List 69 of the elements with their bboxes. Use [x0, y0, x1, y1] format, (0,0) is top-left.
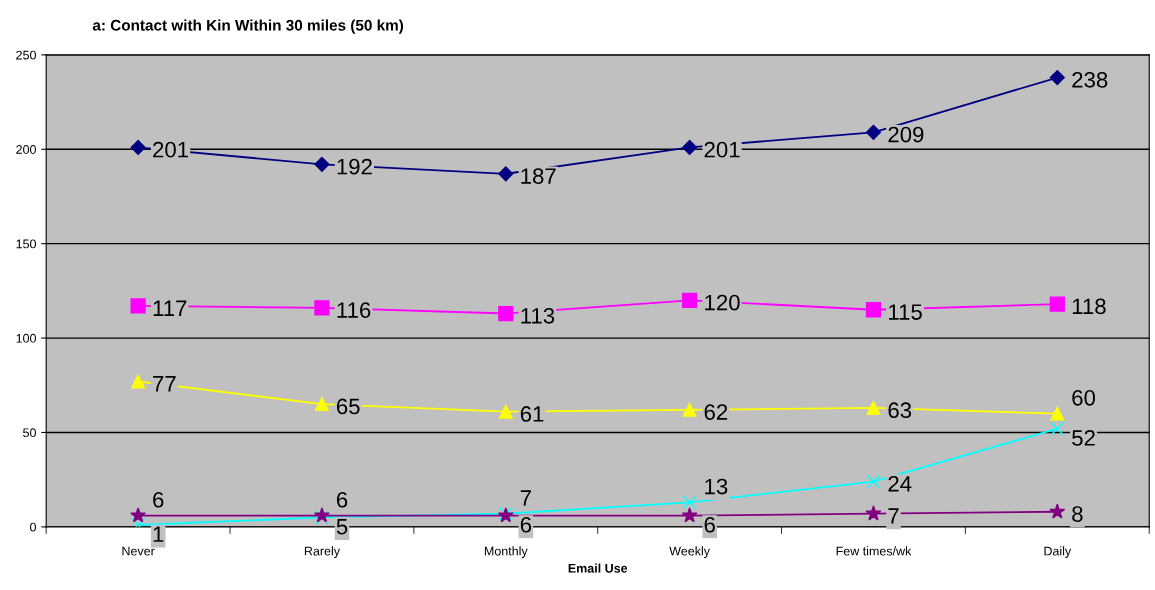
point: [314, 300, 330, 316]
point: [865, 302, 882, 318]
point: [682, 402, 697, 417]
point: [682, 495, 697, 510]
data-label: 201: [153, 141, 188, 158]
y-tick-label: 50: [23, 428, 36, 438]
data-label: 60: [1072, 389, 1096, 406]
data-label: 65: [336, 398, 360, 415]
point: [681, 292, 698, 308]
point: [1050, 406, 1065, 421]
data-label: 61: [520, 406, 544, 422]
point: [865, 505, 882, 521]
data-label: 7: [520, 490, 531, 506]
point: [866, 400, 881, 415]
data-label: 6: [153, 491, 164, 508]
point: [130, 139, 146, 155]
data-label: 6: [520, 516, 532, 533]
data-label: 8: [1072, 506, 1083, 522]
data-label: 52: [1072, 430, 1095, 446]
data-label: 6: [704, 516, 715, 533]
data-label: 201: [704, 141, 740, 158]
data-label: 192: [337, 158, 372, 175]
point: [1050, 421, 1065, 436]
point: [130, 298, 146, 314]
point: [1049, 69, 1065, 86]
point: [314, 156, 330, 172]
data-label: 209: [888, 126, 924, 143]
data-label: 116: [337, 302, 371, 318]
point: [498, 404, 513, 419]
x-tick-label: Few times/wk: [836, 546, 912, 556]
y-tick-label: 0: [30, 522, 36, 532]
data-label: 187: [521, 168, 556, 184]
data-label: 113: [521, 307, 555, 324]
y-tick-label: 250: [16, 50, 36, 60]
x-tick-label: Monthly: [484, 546, 528, 558]
point: [866, 474, 881, 489]
y-tick-label: 200: [16, 145, 36, 154]
data-label: 1: [153, 526, 164, 542]
y-tick-label: 150: [16, 239, 36, 249]
chart-title: a: Contact with Kin Within 30 miles (50 km): [92, 19, 404, 34]
data-label: 77: [153, 376, 176, 392]
x-tick-label: Weekly: [669, 546, 710, 558]
point: [1049, 503, 1066, 519]
data-label: 6: [336, 491, 348, 508]
point: [1049, 296, 1065, 312]
x-tick-label: Daily: [1044, 546, 1072, 558]
point: [498, 305, 514, 322]
data-label: 115: [889, 304, 922, 320]
point: [315, 397, 329, 412]
data-label: 13: [705, 478, 728, 495]
data-label: 24: [888, 475, 912, 492]
data-label: 118: [1072, 298, 1106, 315]
point: [131, 374, 146, 389]
point: [498, 166, 514, 182]
data-label: 117: [153, 300, 187, 316]
point: [682, 139, 698, 155]
data-label: 63: [888, 402, 912, 419]
x-axis-title: Email Use: [568, 563, 628, 573]
x-tick-label: Never: [122, 546, 155, 556]
point: [681, 507, 698, 523]
x-tick-label: Rarely: [304, 546, 340, 558]
data-label: 7: [888, 508, 899, 524]
point: [865, 124, 882, 140]
data-label: 238: [1072, 71, 1108, 88]
y-tick-label: 100: [16, 333, 36, 343]
data-label: 62: [704, 404, 728, 420]
data-label: 5: [336, 519, 348, 535]
data-label: 120: [705, 294, 740, 311]
point: [130, 507, 147, 523]
